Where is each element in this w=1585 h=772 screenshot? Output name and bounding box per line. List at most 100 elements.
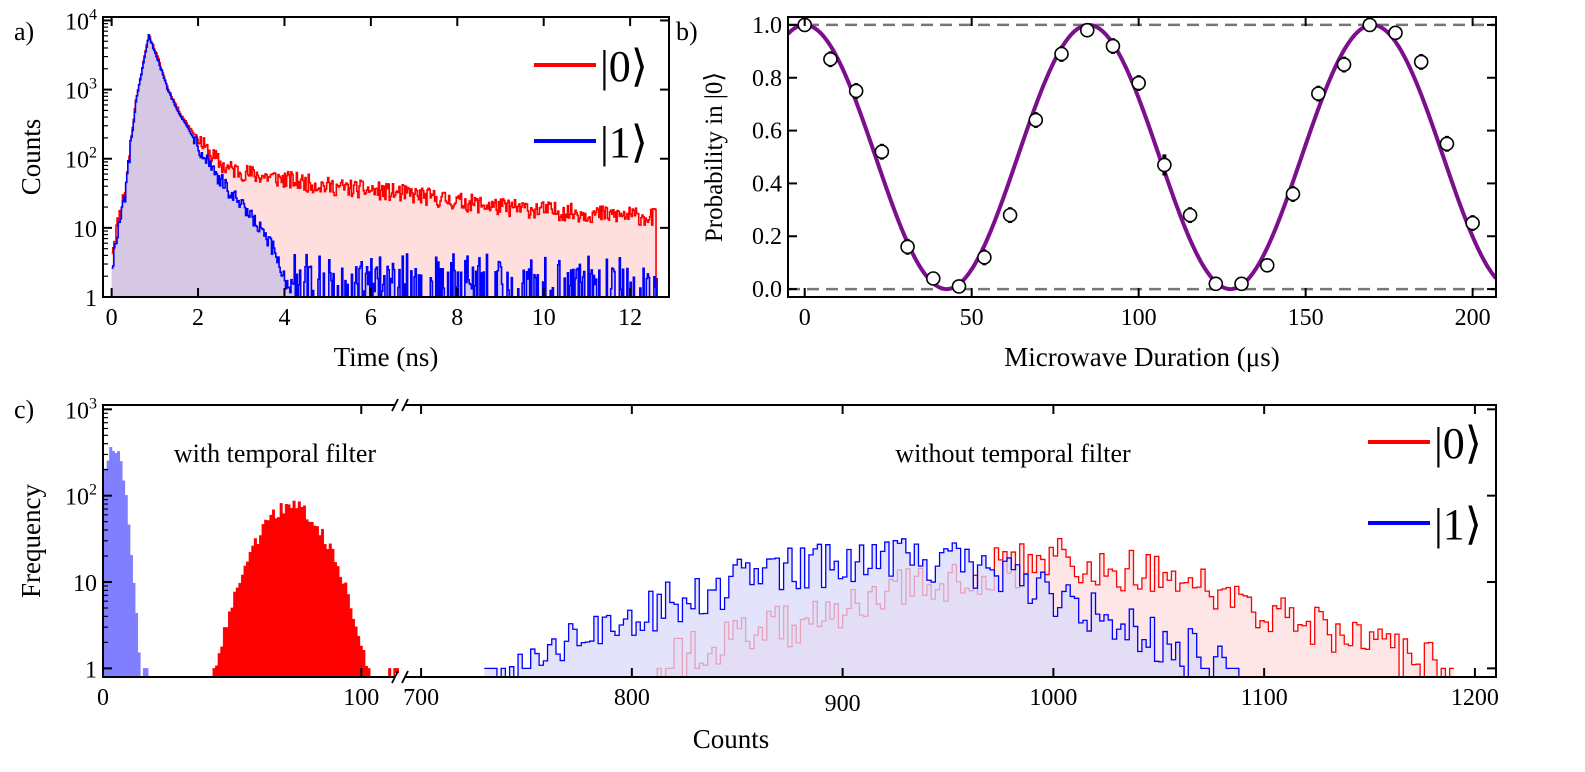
hist-bar xyxy=(315,526,319,677)
hist-bar xyxy=(137,652,141,677)
hist-bar xyxy=(145,668,149,677)
x-tick-label: 0 xyxy=(97,685,109,711)
data-point xyxy=(925,271,941,286)
hist-bar xyxy=(318,535,322,677)
data-point xyxy=(1413,53,1429,70)
x-tick-label: 200 xyxy=(1455,305,1491,331)
data-point xyxy=(848,83,864,99)
point-marker xyxy=(977,250,992,265)
hist-bar xyxy=(279,503,283,677)
panel-c-xlabel: Counts xyxy=(693,724,770,754)
hist-bar xyxy=(264,519,268,677)
hist-bar xyxy=(328,543,332,677)
hist-bar xyxy=(233,591,237,677)
data-point xyxy=(1234,276,1249,292)
hist-bar xyxy=(321,528,325,677)
hist-bar xyxy=(282,513,286,677)
data-point xyxy=(1336,56,1352,73)
series-1 xyxy=(111,34,658,297)
point-marker xyxy=(1234,276,1249,292)
point-marker xyxy=(1054,46,1069,62)
hist-bar xyxy=(109,447,113,677)
point-marker xyxy=(1259,258,1275,273)
panel-a-ylabel: Counts xyxy=(16,119,46,196)
point-marker xyxy=(1413,54,1429,70)
hist-bar xyxy=(333,562,337,677)
x-tick-label: 12 xyxy=(618,305,642,331)
series-line xyxy=(111,34,658,297)
point-marker xyxy=(951,279,967,294)
hist-line xyxy=(484,538,1244,677)
hist-bar xyxy=(225,627,229,677)
hist-bar xyxy=(354,626,358,677)
hist-bar xyxy=(323,543,327,677)
x-tick-label: 4 xyxy=(278,305,290,331)
hist-bar xyxy=(331,548,335,677)
break-gap-top xyxy=(395,401,405,409)
hist-bar xyxy=(346,594,350,677)
y-tick-label: 1.0 xyxy=(752,13,782,39)
x-tick-label: 800 xyxy=(614,685,650,711)
annotation-with-filter: with temporal filter xyxy=(174,439,377,468)
x-tick-label: 100 xyxy=(1121,305,1157,331)
hist-bar xyxy=(344,582,348,677)
point-marker xyxy=(1285,186,1301,202)
hist-bar xyxy=(367,668,371,677)
hist-bar xyxy=(217,653,221,677)
x-tick-label: 100 xyxy=(343,685,379,711)
point-marker xyxy=(848,83,864,99)
hist-bar xyxy=(274,518,278,677)
point-marker xyxy=(1465,215,1480,231)
hist-bar xyxy=(313,525,317,677)
x-tick-label: 1000 xyxy=(1029,685,1077,711)
point-marker xyxy=(1208,276,1224,292)
point-marker xyxy=(900,239,915,255)
hist-bar xyxy=(124,495,128,677)
break-slash-top xyxy=(401,398,409,412)
y-tick-label: 102 xyxy=(65,145,97,174)
x-tick-label: 6 xyxy=(365,305,377,331)
y-tick-label: 1 xyxy=(85,657,97,683)
point-marker xyxy=(874,144,890,160)
data-point xyxy=(1285,186,1301,202)
filtered-hist-1 xyxy=(103,447,149,677)
x-tick-label: 0 xyxy=(799,305,811,331)
hist-bar xyxy=(235,587,239,677)
hist-bar xyxy=(111,450,115,677)
x-tick-label: 1200 xyxy=(1451,685,1499,711)
hist-bar xyxy=(271,509,275,677)
hist-bar xyxy=(308,521,312,677)
data-point xyxy=(1311,85,1326,102)
x-tick-label: 1100 xyxy=(1241,685,1288,711)
hist-bar xyxy=(349,608,353,677)
data-point xyxy=(951,279,967,294)
hist-bar xyxy=(135,612,139,677)
hist-bar xyxy=(364,665,368,677)
point-marker xyxy=(1131,75,1146,91)
y-tick-label: 0.0 xyxy=(752,277,782,303)
hist-bar xyxy=(106,460,110,677)
hist-bar xyxy=(297,501,301,677)
data-point xyxy=(1388,25,1403,41)
x-tick-label: 8 xyxy=(451,305,463,331)
hist-bar xyxy=(284,504,288,677)
y-tick-label: 10 xyxy=(73,217,97,243)
hist-bar xyxy=(251,545,255,677)
hist-bar xyxy=(261,524,265,677)
data-point xyxy=(1079,22,1095,38)
legend-label-1: |1⟩ xyxy=(600,118,648,167)
fit-curve xyxy=(788,22,1496,292)
data-point xyxy=(1157,154,1172,176)
y-tick-label: 10 xyxy=(73,571,97,597)
x-tick-label: 900 xyxy=(825,691,861,717)
panel-a-xlabel: Time (ns) xyxy=(334,342,439,372)
panel-label-b: b) xyxy=(676,17,698,46)
point-marker xyxy=(1182,207,1198,223)
data-point xyxy=(1105,38,1121,54)
x-tick-label: 50 xyxy=(960,305,984,331)
panel-b-ylabel: Probability in |0⟩ xyxy=(701,72,728,242)
hist-bar xyxy=(228,611,232,677)
hist-bar xyxy=(292,500,296,677)
